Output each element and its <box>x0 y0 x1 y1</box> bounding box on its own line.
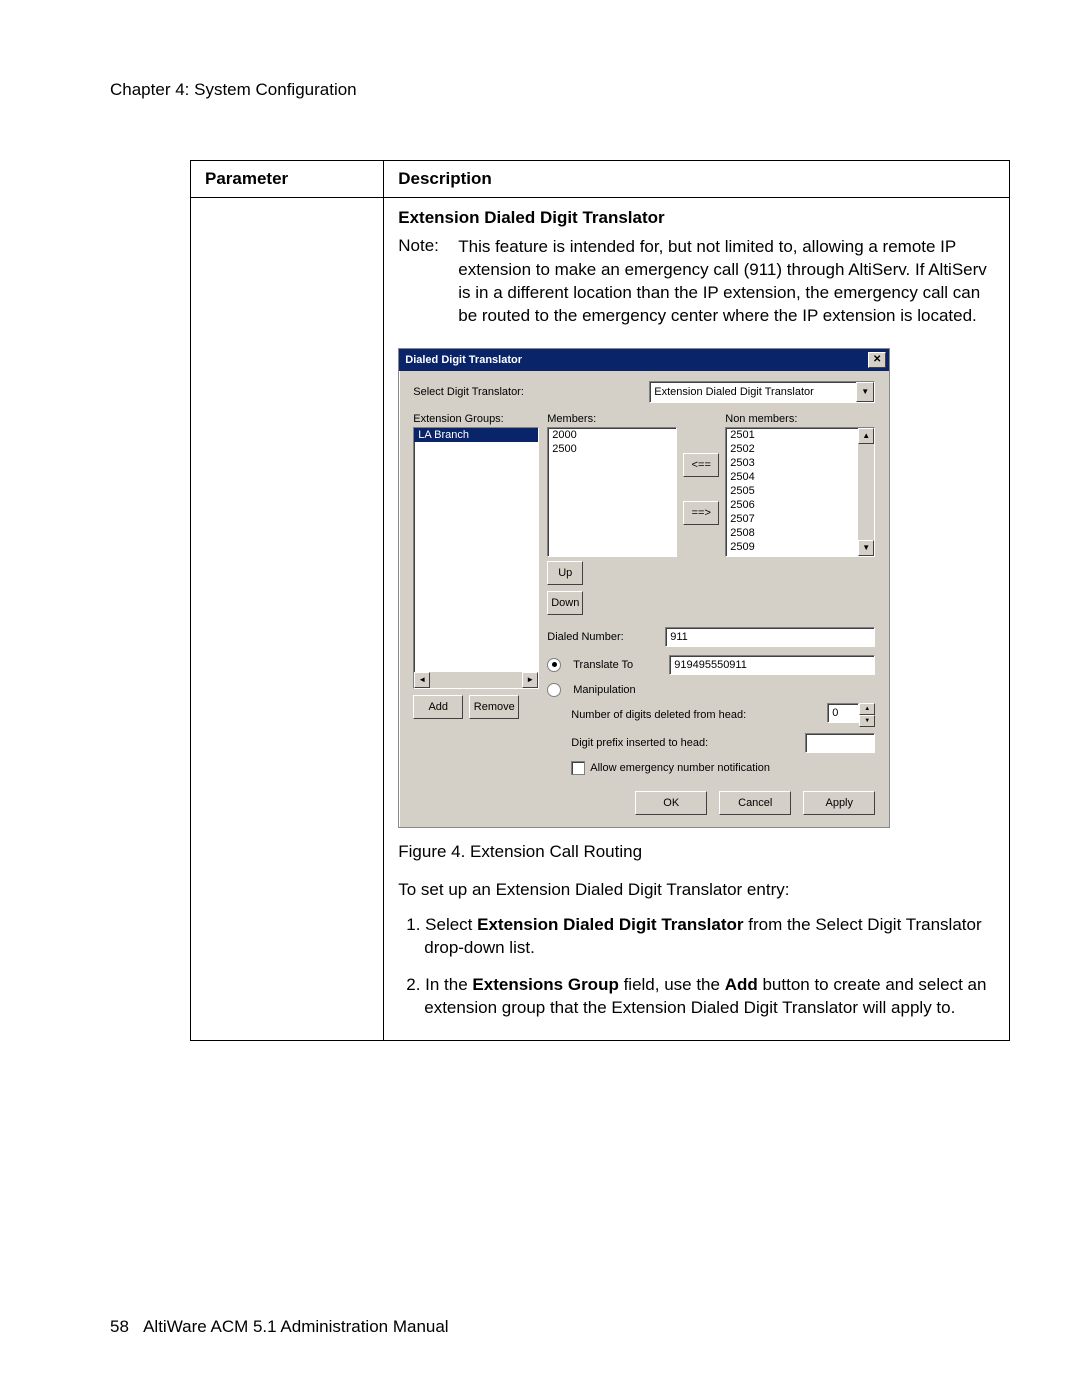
ok-button[interactable]: OK <box>635 791 707 815</box>
prefix-label: Digit prefix inserted to head: <box>571 737 708 749</box>
step-text: field, use the <box>619 975 725 994</box>
close-icon[interactable]: ✕ <box>868 352 886 368</box>
list-item[interactable]: 2000 <box>548 428 676 442</box>
list-item[interactable]: 2501 <box>726 428 874 442</box>
emergency-checkbox[interactable] <box>571 761 585 775</box>
step-bold: Add <box>725 975 758 994</box>
extension-groups-label: Extension Groups: <box>413 413 539 425</box>
list-item[interactable]: 2503 <box>726 456 874 470</box>
step-1: 1. Select Extension Dialed Digit Transla… <box>424 914 995 960</box>
step-bold: Extension Dialed Digit Translator <box>477 915 743 934</box>
translate-to-label: Translate To <box>573 659 661 671</box>
setup-intro: To set up an Extension Dialed Digit Tran… <box>398 880 995 900</box>
manipulation-label: Manipulation <box>573 684 635 696</box>
list-item[interactable]: 2508 <box>726 526 874 540</box>
manipulation-radio[interactable] <box>547 683 561 697</box>
remove-button[interactable]: Remove <box>469 695 519 719</box>
translate-to-input[interactable]: 919495550911 <box>669 655 875 675</box>
figure-caption: Figure 4. Extension Call Routing <box>398 842 995 862</box>
list-item[interactable]: 2510 <box>726 554 874 557</box>
move-left-button[interactable]: <== <box>683 453 719 477</box>
step-2: 2. In the Extensions Group field, use th… <box>424 974 995 1020</box>
step-bold: Extensions Group <box>472 975 618 994</box>
dropdown-value: Extension Dialed Digit Translator <box>654 386 814 398</box>
select-digit-translator-dropdown[interactable]: Extension Dialed Digit Translator ▼ <box>649 381 875 403</box>
step-text: 1. Select <box>406 915 477 934</box>
scroll-right-icon[interactable]: ► <box>522 672 538 688</box>
page-footer: 58 AltiWare ACM 5.1 Administration Manua… <box>110 1317 449 1337</box>
members-listbox[interactable]: 2000 2500 <box>547 427 677 557</box>
step-text: drop-down list. <box>424 938 535 957</box>
nonmembers-listbox[interactable]: 2501 2502 2503 2504 2505 2506 2507 2508 <box>725 427 875 557</box>
list-item[interactable]: 2509 <box>726 540 874 554</box>
apply-button[interactable]: Apply <box>803 791 875 815</box>
dialed-number-input[interactable]: 911 <box>665 627 875 647</box>
down-button[interactable]: Down <box>547 591 583 615</box>
dialed-number-label: Dialed Number: <box>547 631 657 643</box>
list-item[interactable]: 2506 <box>726 498 874 512</box>
move-right-button[interactable]: ==> <box>683 501 719 525</box>
emergency-label: Allow emergency number notification <box>590 762 770 774</box>
step-text: 2. In the <box>406 975 472 994</box>
parameter-table: Parameter Description Extension Dialed D… <box>190 160 1010 1041</box>
horizontal-scrollbar[interactable]: ◄ ► <box>414 672 538 688</box>
up-button[interactable]: Up <box>547 561 583 585</box>
digits-deleted-spinner[interactable]: 0 ▲ ▼ <box>827 703 875 727</box>
list-item[interactable]: 2504 <box>726 470 874 484</box>
select-digit-translator-label: Select Digit Translator: <box>413 386 524 398</box>
vertical-scrollbar[interactable]: ▲ ▼ <box>858 428 874 556</box>
footer-text: AltiWare ACM 5.1 Administration Manual <box>143 1317 449 1336</box>
dialog-titlebar: Dialed Digit Translator ✕ <box>399 349 889 371</box>
cancel-button[interactable]: Cancel <box>719 791 791 815</box>
header-parameter: Parameter <box>191 161 384 198</box>
parameter-cell <box>191 198 384 1041</box>
note-label: Note: <box>398 236 458 328</box>
header-description: Description <box>384 161 1010 198</box>
note-text: This feature is intended for, but not li… <box>458 236 995 328</box>
list-item[interactable]: 2500 <box>548 442 676 456</box>
dialog-title: Dialed Digit Translator <box>405 354 522 366</box>
chevron-down-icon[interactable]: ▼ <box>856 382 874 402</box>
digits-deleted-label: Number of digits deleted from head: <box>571 709 746 721</box>
chapter-heading: Chapter 4: System Configuration <box>110 80 970 100</box>
scroll-left-icon[interactable]: ◄ <box>414 672 430 688</box>
section-title: Extension Dialed Digit Translator <box>398 208 995 228</box>
members-label: Members: <box>547 413 677 425</box>
spinner-up-icon[interactable]: ▲ <box>859 703 875 715</box>
spinner-down-icon[interactable]: ▼ <box>859 715 875 727</box>
list-item[interactable]: LA Branch <box>414 428 538 442</box>
add-button[interactable]: Add <box>413 695 463 719</box>
dialed-digit-translator-dialog: Dialed Digit Translator ✕ Select Digit T… <box>398 348 890 828</box>
translate-to-radio[interactable] <box>547 658 561 672</box>
list-item[interactable]: 2502 <box>726 442 874 456</box>
extension-groups-listbox[interactable]: LA Branch ◄ ► <box>413 427 539 689</box>
list-item[interactable]: 2505 <box>726 484 874 498</box>
step-text: from the Select Digit Translator <box>744 915 982 934</box>
scroll-down-icon[interactable]: ▼ <box>858 540 874 556</box>
nonmembers-label: Non members: <box>725 413 875 425</box>
description-cell: Extension Dialed Digit Translator Note: … <box>384 198 1010 1041</box>
page-number: 58 <box>110 1317 129 1336</box>
digits-deleted-value[interactable]: 0 <box>827 703 859 723</box>
list-item[interactable]: 2507 <box>726 512 874 526</box>
scroll-up-icon[interactable]: ▲ <box>858 428 874 444</box>
prefix-input[interactable] <box>805 733 875 753</box>
